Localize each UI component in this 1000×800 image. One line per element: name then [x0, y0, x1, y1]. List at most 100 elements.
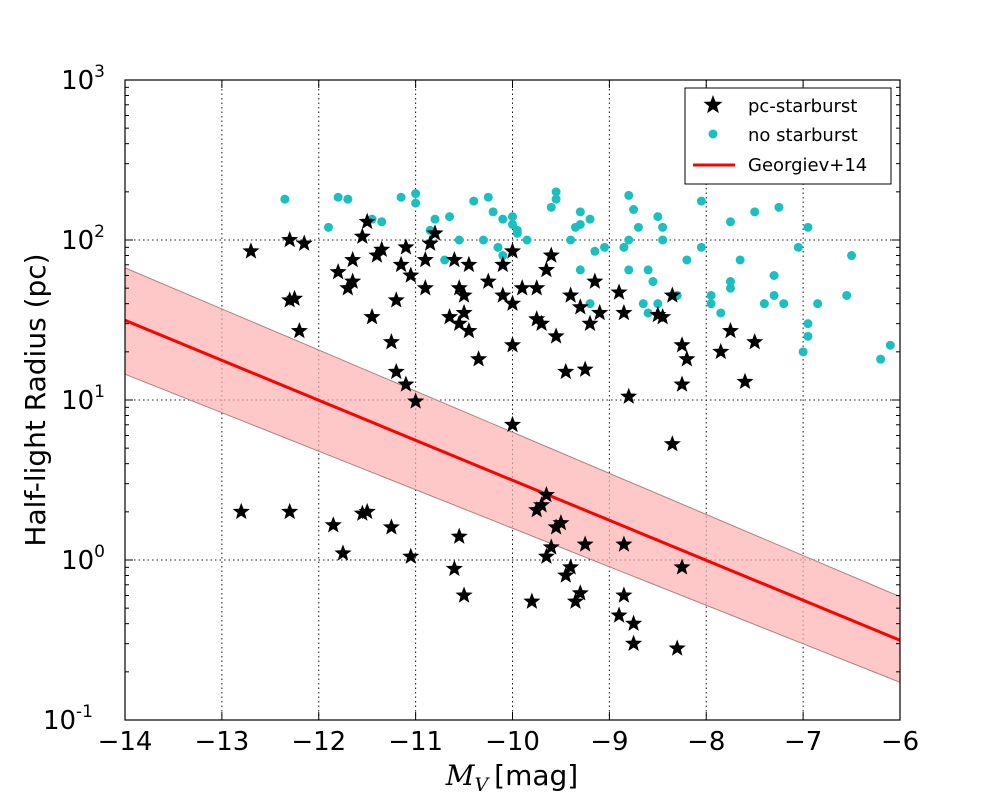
legend-label-no-starburst: no starburst [748, 125, 858, 146]
point-no-starburst [643, 265, 653, 275]
fit-line [124, 318, 901, 642]
point-pc-starburst [528, 279, 546, 296]
point-no-starburst [445, 212, 455, 222]
point-pc-starburst [586, 272, 604, 289]
point-pc-starburst [426, 224, 444, 241]
point-pc-starburst [479, 272, 497, 289]
point-pc-starburst [455, 286, 473, 303]
point-pc-starburst [494, 255, 512, 273]
point-no-starburst [585, 299, 595, 309]
axis-ticks [124, 79, 901, 721]
point-no-starburst [493, 242, 503, 252]
point-pc-starburst [407, 392, 425, 409]
point-no-starburst [323, 222, 333, 232]
point-pc-starburst [324, 516, 342, 533]
point-no-starburst [725, 217, 735, 227]
point-no-starburst [396, 192, 406, 202]
point-pc-starburst [528, 310, 546, 327]
legend-markers [693, 95, 735, 167]
point-pc-starburst [571, 298, 589, 315]
point-no-starburst [769, 290, 779, 300]
point-no-starburst [803, 331, 813, 341]
point-pc-starburst [421, 234, 439, 251]
point-pc-starburst [557, 362, 575, 380]
point-no-starburst [885, 340, 895, 350]
point-pc-starburst [455, 303, 473, 321]
x-tick-label: −7 [784, 727, 822, 757]
point-pc-starburst [678, 350, 696, 367]
point-no-starburst [759, 299, 769, 309]
point-no-starburst [590, 246, 600, 256]
point-no-starburst [716, 308, 726, 318]
point-pc-starburst [615, 535, 633, 552]
x-axis-title-sub: V [474, 774, 490, 796]
point-no-starburst [876, 354, 886, 364]
point-pc-starburst [368, 246, 386, 263]
point-pc-starburst [566, 592, 585, 609]
point-pc-starburst [440, 308, 459, 325]
legend-circle-icon [708, 129, 718, 139]
legend: pc-starburst no starburst Georgiev+14 [684, 87, 892, 185]
point-pc-starburst [281, 231, 299, 248]
point-pc-starburst [397, 238, 415, 255]
y-tick-label: 103 [61, 62, 105, 96]
point-pc-starburst [445, 559, 463, 577]
point-pc-starburst [334, 544, 352, 561]
point-no-starburst [842, 290, 852, 300]
point-pc-starburst [329, 263, 347, 280]
point-pc-starburst [542, 538, 560, 555]
point-pc-starburst [523, 592, 541, 609]
point-pc-starburst [668, 639, 686, 656]
point-pc-starburst [363, 308, 381, 325]
point-pc-starburst [673, 558, 691, 575]
point-pc-starburst [562, 286, 580, 303]
point-no-starburst [658, 235, 668, 245]
point-no-starburst [798, 347, 808, 357]
point-pc-starburst [615, 586, 633, 603]
point-pc-starburst [416, 279, 434, 296]
point-no-starburst [551, 187, 561, 197]
x-tick-label: −6 [881, 727, 919, 757]
point-no-starburst [696, 242, 706, 252]
fit-line-group [124, 318, 901, 642]
point-pc-starburst [542, 246, 560, 263]
point-pc-starburst [673, 375, 691, 392]
point-no-starburst [430, 214, 440, 224]
point-pc-starburst [610, 606, 628, 623]
point-pc-starburst [387, 362, 405, 380]
point-pc-starburst [503, 336, 522, 353]
x-tick-label: −11 [388, 727, 443, 757]
point-pc-starburst [450, 279, 468, 296]
point-pc-starburst [721, 321, 740, 339]
point-no-starburst [706, 299, 716, 309]
point-no-starburst [624, 235, 634, 245]
point-no-starburst [779, 299, 789, 309]
point-pc-starburst [387, 291, 405, 308]
point-no-starburst [411, 198, 421, 208]
point-no-starburst [488, 207, 498, 217]
point-pc-starburst [533, 496, 551, 513]
point-pc-starburst [281, 291, 299, 308]
point-no-starburst [813, 299, 823, 309]
point-no-starburst [725, 283, 735, 293]
point-pc-starburst [537, 547, 555, 564]
point-pc-starburst [344, 250, 362, 268]
x-tick-labels: −14 −13 −12 −11 −10 −9 −8 −7 −6 [98, 727, 920, 757]
point-no-starburst [280, 194, 290, 204]
point-pc-starburst [242, 242, 260, 259]
y-tick-label: 10-1 [43, 702, 93, 736]
legend-label-georgiev: Georgiev+14 [748, 155, 867, 176]
point-pc-starburst [281, 502, 299, 520]
point-no-starburst [575, 265, 585, 275]
point-pc-starburst [353, 504, 371, 521]
point-pc-starburst [533, 314, 551, 331]
point-pc-starburst [402, 547, 420, 564]
data-points [232, 187, 895, 656]
point-pc-starburst [571, 584, 589, 601]
point-pc-starburst [610, 283, 628, 300]
point-no-starburst [774, 202, 784, 212]
x-axis-title: MV [mag] [445, 759, 578, 796]
point-pc-starburst [562, 558, 580, 575]
point-pc-starburst [382, 518, 400, 535]
point-pc-starburst [460, 321, 478, 339]
